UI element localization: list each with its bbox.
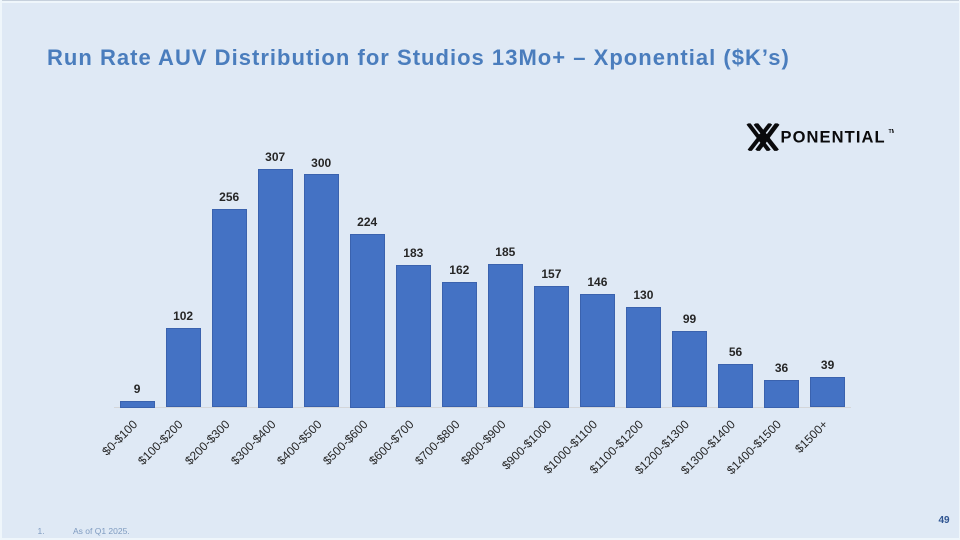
svg-text:TM: TM bbox=[889, 129, 895, 135]
svg-text:PONENTIAL: PONENTIAL bbox=[781, 129, 886, 147]
